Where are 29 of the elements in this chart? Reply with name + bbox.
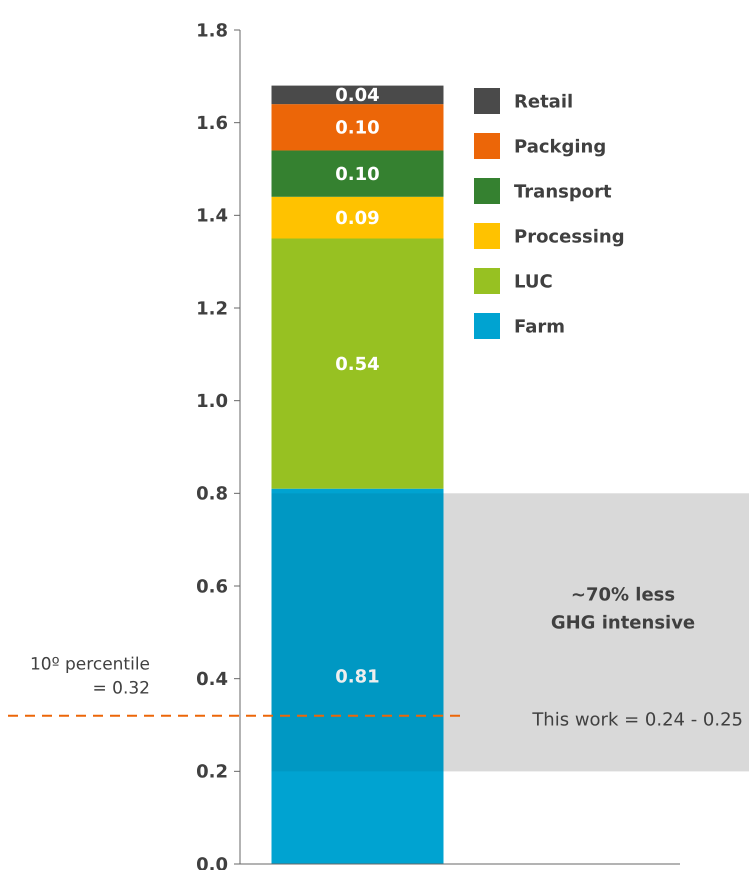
- text: This work = 0.24 - 0.25: [531, 709, 743, 730]
- bar: [272, 104, 444, 150]
- y-tick-label: 1.0: [196, 390, 228, 412]
- legend-label: Farm: [514, 316, 566, 338]
- y-tick-label: 0.2: [196, 762, 228, 783]
- y-tick-label: 1.4: [196, 206, 228, 227]
- y-tick-label: 1.6: [196, 112, 228, 134]
- data-label: 0.10: [335, 164, 380, 185]
- legend-label: Processing: [514, 226, 625, 248]
- data-label: 0.09: [335, 208, 380, 229]
- bar: [272, 150, 444, 197]
- data-label: 0.81: [335, 666, 380, 688]
- legend-label: Transport: [514, 181, 612, 202]
- band-label: ~70% less GHG intensive: [550, 584, 696, 634]
- y-tick-label: 1.8: [196, 20, 228, 42]
- data-label: 0.04: [335, 85, 380, 106]
- bar: [272, 86, 444, 104]
- y-tick-label: 0.8: [196, 484, 228, 505]
- data-label: 0.54: [335, 354, 380, 375]
- data-label: 0.10: [335, 118, 380, 139]
- bar: [272, 196, 444, 238]
- legend-label: Retail: [514, 91, 574, 112]
- y-tick-label: 1.2: [196, 298, 228, 320]
- ref-line-label: 10º percentile = 0.32: [30, 654, 150, 699]
- bar: [272, 238, 444, 489]
- y-tick-label: 0.4: [196, 668, 228, 690]
- legend-label: Packging: [514, 136, 606, 158]
- legend-label: LUC: [514, 271, 553, 292]
- y-tick-label: 0.6: [196, 576, 228, 598]
